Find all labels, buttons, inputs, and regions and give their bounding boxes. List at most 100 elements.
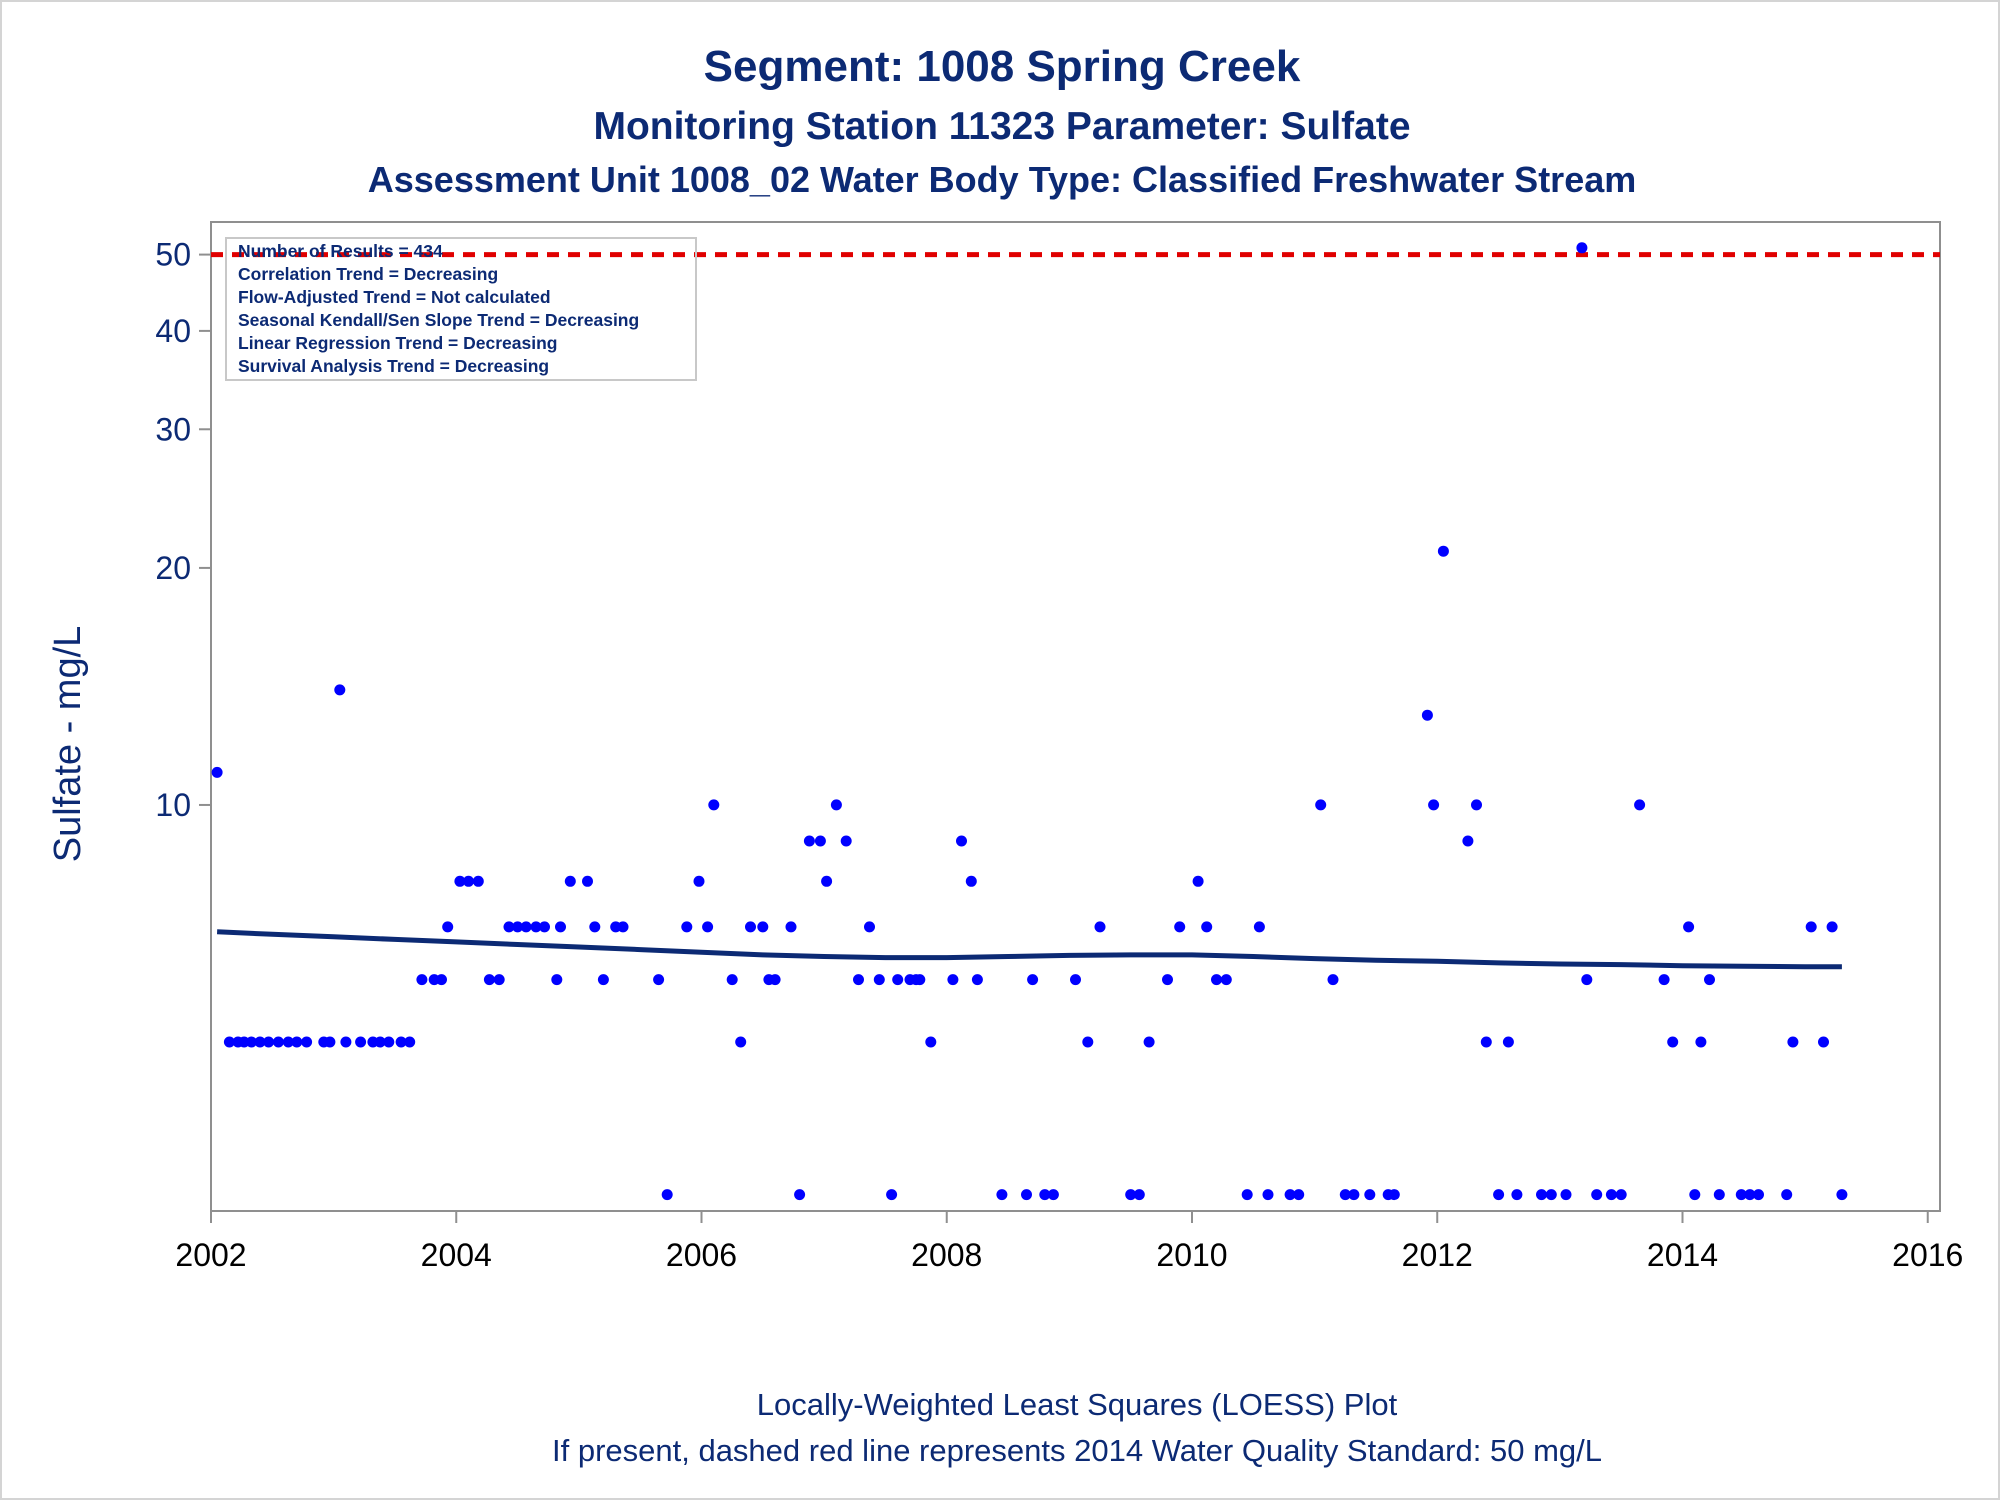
plot-area	[210, 221, 1941, 1212]
data-point	[223, 1036, 235, 1048]
data-point	[1781, 1189, 1793, 1201]
footnote-loess: Locally-Weighted Least Squares (LOESS) P…	[757, 1387, 1398, 1422]
data-point	[442, 921, 454, 933]
data-point	[324, 1036, 336, 1048]
data-point	[503, 921, 515, 933]
data-point	[1545, 1189, 1557, 1201]
stats-box-border	[225, 237, 697, 381]
data-point	[1502, 1036, 1514, 1048]
data-point	[472, 875, 484, 887]
data-point	[463, 875, 474, 887]
data-point	[873, 974, 885, 986]
data-point	[1211, 974, 1222, 986]
data-point	[1667, 1036, 1679, 1048]
data-point	[661, 1189, 673, 1201]
data-point	[383, 1036, 395, 1048]
data-point	[1683, 921, 1695, 933]
data-point	[355, 1036, 367, 1048]
data-point	[551, 974, 563, 986]
data-point	[925, 1036, 937, 1048]
data-point	[1493, 1189, 1505, 1201]
data-point	[1437, 545, 1449, 557]
x-tick-label: 2008	[911, 1237, 982, 1273]
data-point	[1070, 974, 1081, 986]
data-point	[1174, 921, 1186, 933]
data-point	[564, 875, 576, 887]
data-point	[956, 835, 967, 847]
data-point	[340, 1036, 352, 1048]
stats-box: Number of Results = 434 Correlation Tren…	[225, 237, 697, 381]
data-point	[1293, 1189, 1305, 1201]
data-point	[1560, 1189, 1572, 1201]
x-tick-label: 2004	[421, 1237, 492, 1273]
stat-flow-adjusted: Flow-Adjusted Trend = Not calculated	[238, 287, 551, 307]
data-point	[914, 974, 926, 986]
stat-linear-regression: Linear Regression Trend = Decreasing	[238, 333, 558, 353]
data-point	[864, 921, 875, 933]
data-point	[1695, 1036, 1707, 1048]
y-tick-label: 40	[155, 313, 191, 349]
data-point	[1818, 1036, 1829, 1048]
data-point	[1162, 974, 1173, 986]
data-point	[1421, 709, 1433, 721]
stat-correlation: Correlation Trend = Decreasing	[238, 264, 498, 284]
data-point	[708, 799, 720, 811]
data-point	[483, 974, 495, 986]
data-point	[1511, 1189, 1523, 1201]
data-point	[1605, 1189, 1617, 1201]
data-point	[1348, 1189, 1360, 1201]
data-point	[785, 921, 797, 933]
chart-subtitle: Monitoring Station 11323 Parameter: Sulf…	[593, 105, 1410, 148]
data-point	[617, 921, 629, 933]
data-point	[1143, 1036, 1155, 1048]
loess-layer	[216, 929, 1842, 970]
data-point	[1581, 974, 1593, 986]
y-tick-label: 50	[155, 237, 191, 273]
data-point	[1327, 974, 1339, 986]
footnote-standard: If present, dashed red line represents 2…	[552, 1433, 1602, 1468]
data-point	[395, 1036, 407, 1048]
data-point	[702, 921, 714, 933]
data-point	[735, 1036, 747, 1048]
y-tick-label: 30	[155, 411, 191, 447]
points-layer	[211, 242, 1848, 1201]
data-point	[1039, 1189, 1051, 1201]
data-point	[1576, 242, 1588, 254]
data-point	[1744, 1189, 1756, 1201]
data-point	[794, 1189, 806, 1201]
data-point	[1125, 1189, 1137, 1201]
data-point	[814, 835, 826, 847]
data-point	[1787, 1036, 1799, 1048]
data-point	[1428, 799, 1440, 811]
data-point	[272, 1036, 284, 1048]
data-point	[530, 921, 542, 933]
stat-results: Number of Results = 434	[238, 241, 443, 261]
data-point	[539, 921, 550, 933]
chart-subtitle-2: Assessment Unit 1008_02 Water Body Type:…	[368, 159, 1637, 200]
data-point	[1027, 974, 1039, 986]
data-point	[1704, 974, 1715, 986]
data-point	[757, 921, 769, 933]
data-point	[1315, 799, 1327, 811]
data-point	[653, 974, 665, 986]
data-point	[886, 1189, 898, 1201]
data-point	[853, 974, 864, 986]
x-tick-label: 2006	[666, 1237, 737, 1273]
data-point	[769, 974, 781, 986]
data-point	[996, 1189, 1008, 1201]
data-point	[1021, 1189, 1032, 1201]
y-tick-label: 10	[155, 787, 191, 823]
data-point	[681, 921, 693, 933]
data-point	[1284, 1189, 1296, 1201]
data-point	[1591, 1189, 1603, 1201]
data-point	[374, 1036, 386, 1048]
data-point	[745, 921, 756, 933]
data-point	[301, 1036, 313, 1048]
data-point	[404, 1036, 416, 1048]
data-point	[263, 1036, 275, 1048]
data-point	[830, 799, 842, 811]
data-point	[803, 835, 815, 847]
data-point	[493, 974, 505, 986]
